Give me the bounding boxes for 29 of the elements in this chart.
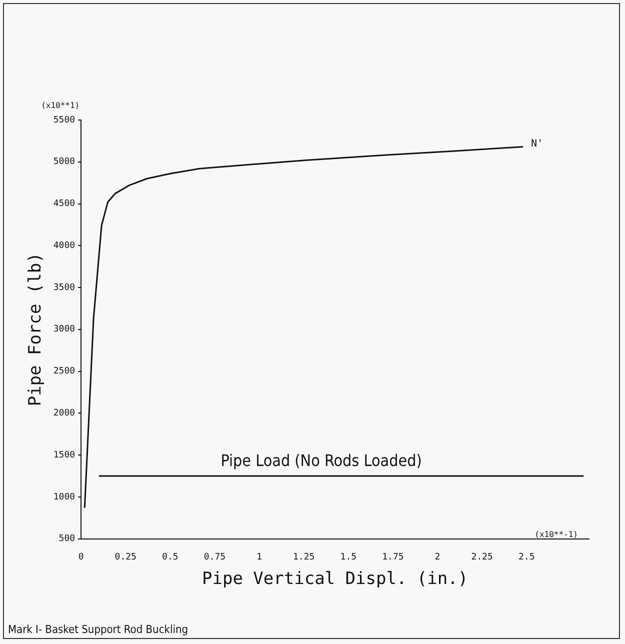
y-tick-label: 4500 [53,199,76,210]
y-tick-label: 500 [58,534,76,544]
annotation: N' [531,138,544,150]
y-tick-label: 2000 [53,408,76,419]
y-tick-label: 4000 [53,240,76,251]
x-tick-label: 2 [434,552,440,563]
x-tick-label: 0 [78,552,84,563]
y-tick-label: 1000 [53,492,76,502]
x-tick-label: 1.5 [340,552,357,563]
text: Mark I- Basket Support Rod Buckling [8,622,188,636]
y-tick-label: 1500 [53,450,76,460]
x-tick-label: 1.75 [382,552,404,563]
annotation: (x10**-1) [534,530,578,539]
y-tick-label: 5000 [53,157,76,168]
x-tick-label: 0.25 [114,552,136,563]
y-tick-label: 3000 [53,324,76,335]
y-tick-label: 5500 [53,115,76,126]
y-axis-title: Pipe Force (lb) [26,252,46,406]
series-label: Pipe Load (No Rods Loaded) [220,451,422,470]
text: (x10**1) [41,101,80,110]
x-tick-label: 1.25 [293,552,315,563]
x-tick-label: 0.75 [204,552,226,563]
y-tick-label: 3500 [53,282,76,293]
x-tick-label: 2.25 [471,552,493,563]
y-tick-label: 2500 [53,366,76,377]
x-tick-label: 2.5 [518,552,535,563]
x-tick-label: 1 [256,552,262,563]
x-axis-title: Pipe Vertical Displ. (in.) [202,569,468,590]
x-tick-label: 0.5 [162,552,178,563]
